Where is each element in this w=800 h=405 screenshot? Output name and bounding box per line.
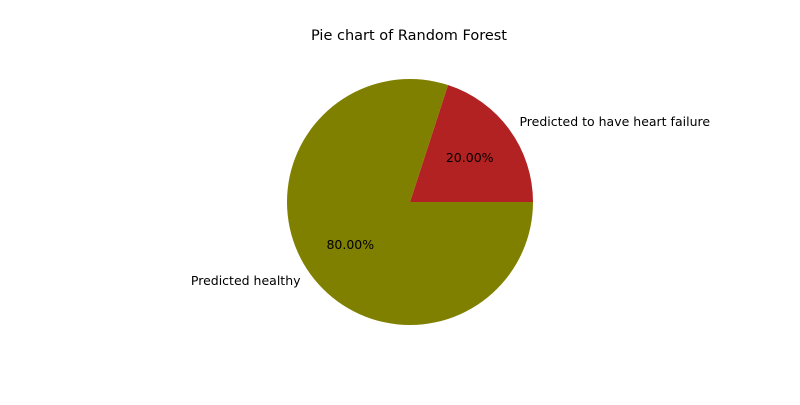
pie-slice-1	[286, 78, 533, 325]
slice-percent-1: 80.00%	[326, 237, 374, 252]
pie-slices	[286, 78, 533, 325]
slice-label-0: Predicted to have heart failure	[519, 114, 710, 129]
slice-percent-0: 20.00%	[446, 150, 494, 165]
pie-labels: Predicted to have heart failure 20.00% Pre…	[191, 114, 710, 288]
pie-slice-0	[410, 85, 533, 202]
slice-label-1: Predicted healthy	[191, 273, 301, 288]
chart-title: Pie chart of Random Forest	[311, 28, 507, 44]
